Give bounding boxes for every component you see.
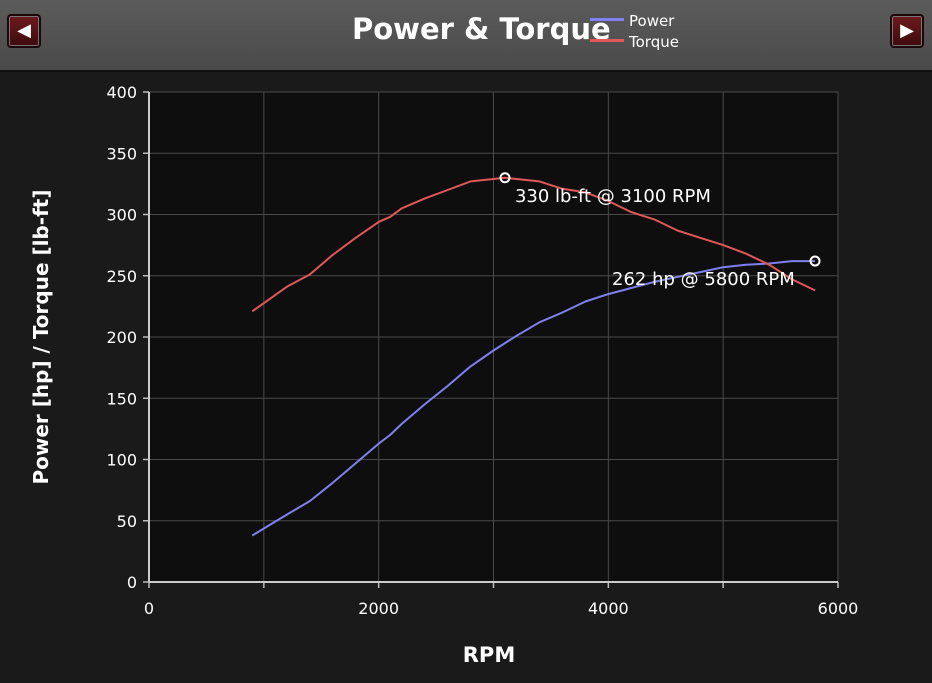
arrow-left-icon: ◀: [17, 20, 31, 41]
y-tick-label: 100: [106, 451, 137, 470]
next-chart-button[interactable]: ▶: [890, 14, 924, 48]
peak-marker: [499, 172, 511, 184]
header-bar: ◀ Power & Torque Power Torque ▶: [0, 0, 932, 72]
x-axis-label: RPM: [463, 643, 515, 667]
legend-item-power[interactable]: Power: [590, 11, 679, 32]
x-tick-label: 0: [144, 599, 154, 618]
y-tick-label: 400: [106, 83, 137, 102]
legend-swatch-power: [590, 18, 624, 21]
peak-annotation-label: 330 lb-ft @ 3100 RPM: [515, 186, 711, 207]
annotations: 330 lb-ft @ 3100 RPM 262 hp @ 5800 RPM: [499, 172, 821, 290]
series-line-power: [251, 260, 815, 537]
arrow-right-icon: ▶: [900, 20, 914, 41]
legend-item-torque[interactable]: Torque: [590, 32, 679, 53]
previous-chart-button[interactable]: ◀: [7, 14, 41, 48]
legend-label-torque: Torque: [629, 33, 679, 51]
y-tick-label: 200: [106, 328, 137, 347]
y-tick-label: 300: [106, 206, 137, 225]
x-tick-label: 2000: [358, 599, 399, 618]
chart-title: Power & Torque: [352, 12, 611, 46]
y-tick-label: 250: [106, 267, 137, 286]
legend: Power Torque: [590, 11, 679, 53]
legend-swatch-torque: [590, 39, 624, 42]
y-tick-label: 150: [106, 389, 137, 408]
peak-marker: [809, 255, 821, 267]
series-lines: [251, 176, 816, 537]
y-tick-label: 0: [127, 573, 137, 592]
y-tick-label: 350: [106, 144, 137, 163]
series-line-torque: [251, 176, 816, 313]
y-axis-label: Power [hp] / Torque [lb-ft]: [29, 189, 53, 484]
x-tick-label: 6000: [818, 599, 859, 618]
peak-annotation-label: 262 hp @ 5800 RPM: [612, 269, 795, 290]
y-tick-label: 50: [117, 512, 137, 531]
legend-label-power: Power: [629, 12, 675, 30]
x-tick-label: 4000: [588, 599, 629, 618]
